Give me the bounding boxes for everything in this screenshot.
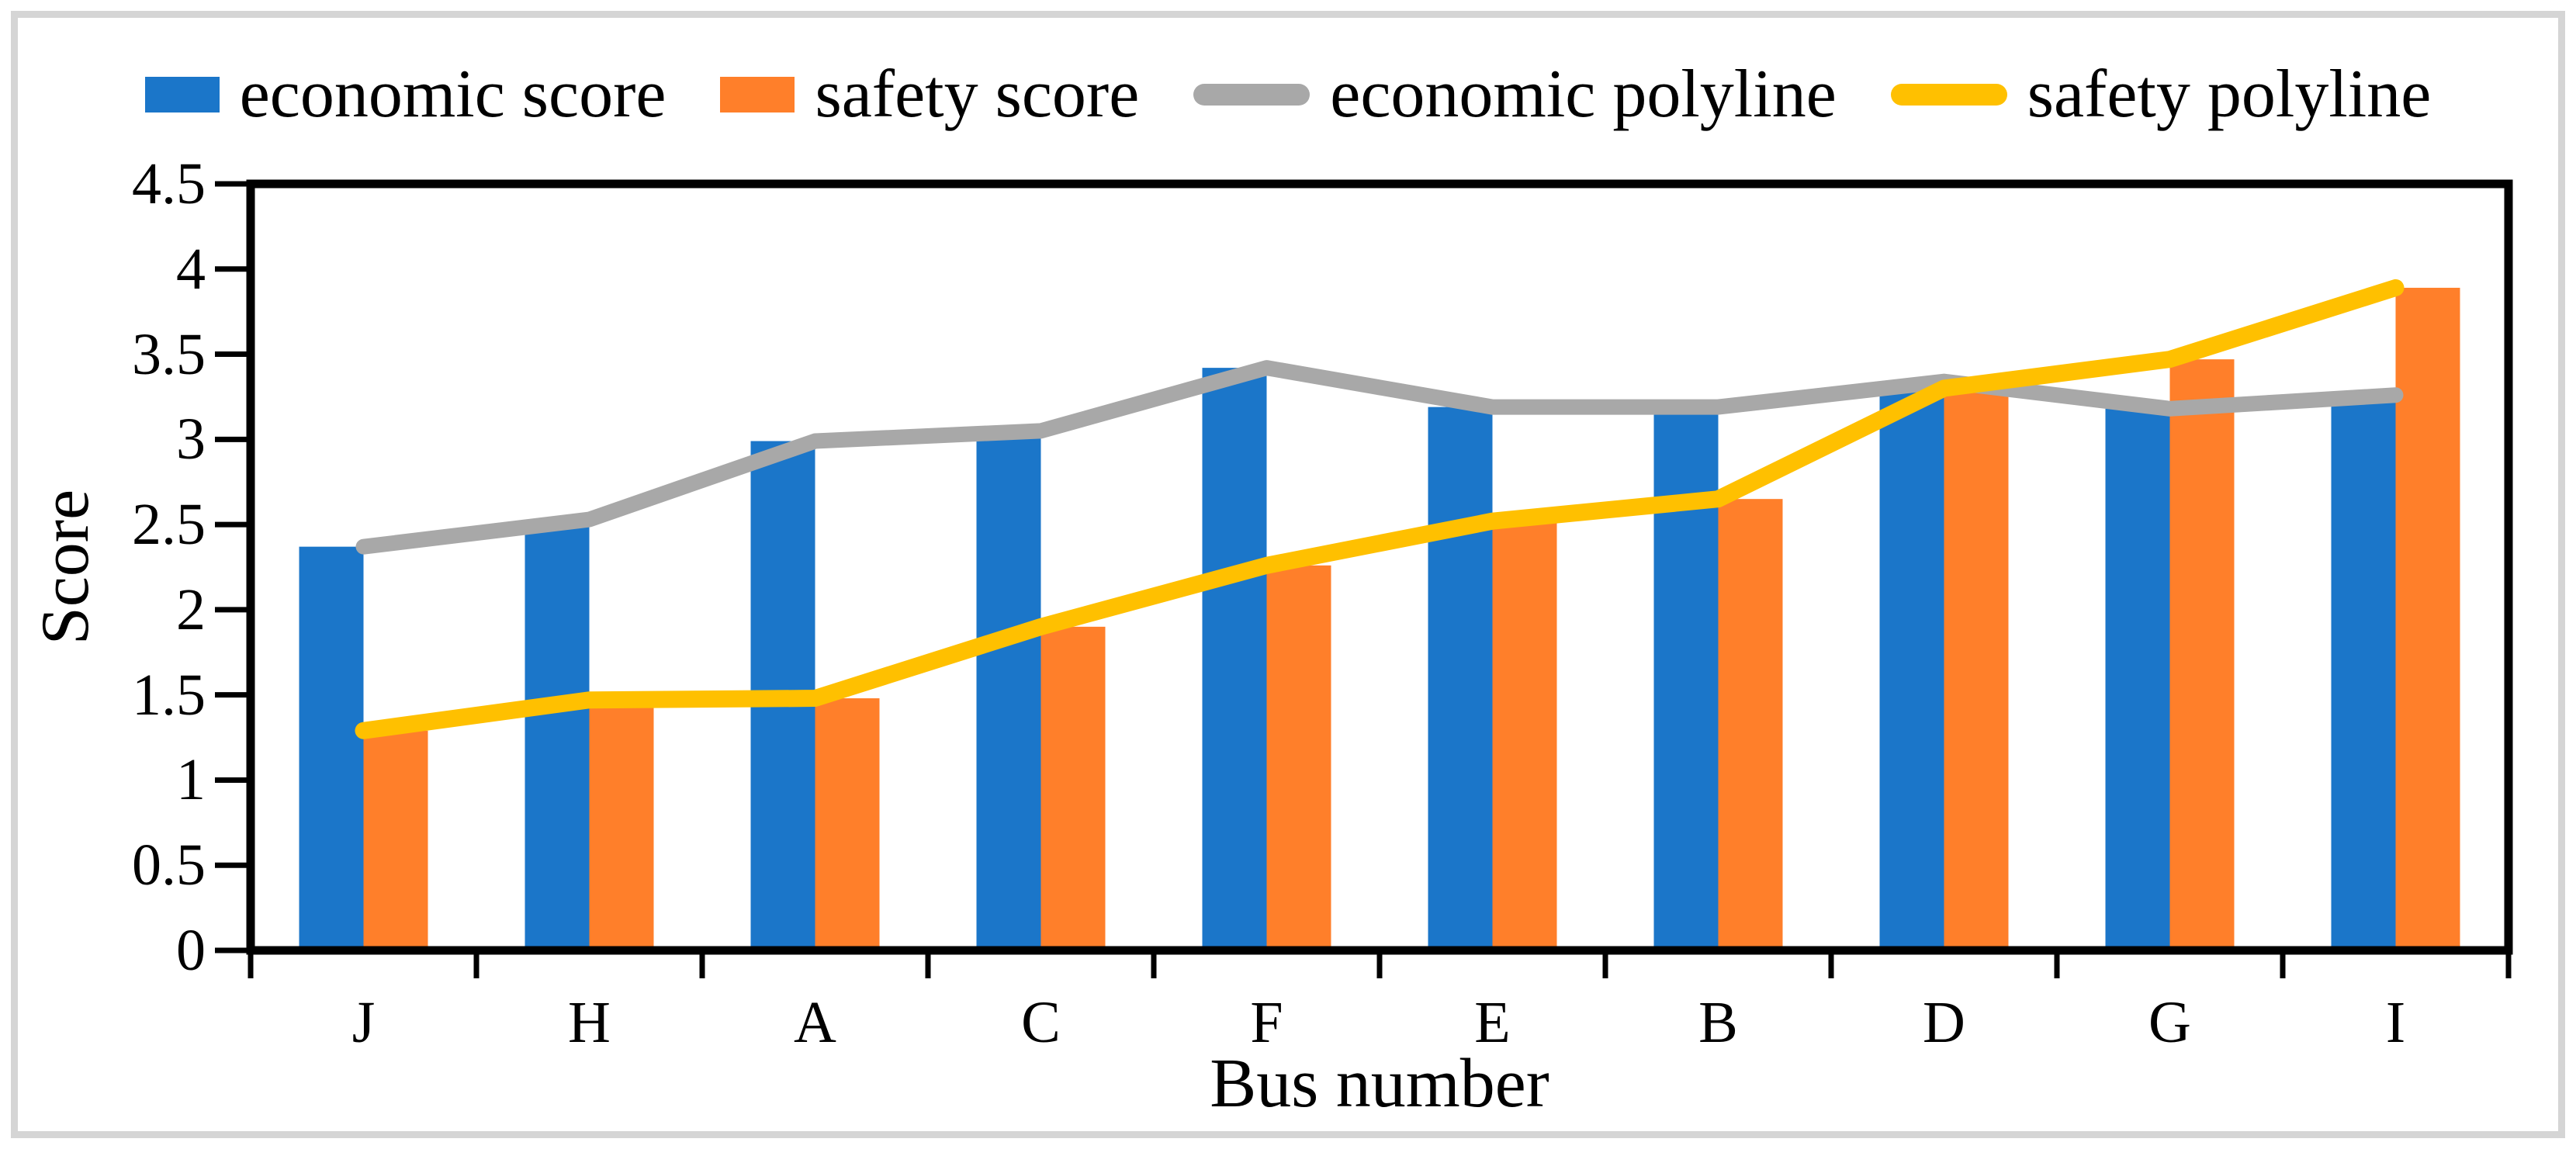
bar-economic-score-G [2105, 408, 2170, 950]
y-axis-title: Score [28, 489, 103, 645]
bar-safety-score-B [1718, 499, 1783, 950]
bar-safety-score-A [815, 698, 880, 950]
legend-label-economic-polyline: economic polyline [1330, 57, 1837, 132]
bar-economic-score-E [1428, 407, 1493, 950]
bar-safety-score-G [2169, 359, 2235, 950]
y-tick-label-4.5: 4.5 [132, 151, 206, 216]
x-tick-label-I: I [2385, 990, 2406, 1055]
y-tick-label-0.5: 0.5 [132, 832, 206, 898]
x-axis-title: Bus number [1210, 1045, 1549, 1122]
x-tick-label-J: J [351, 990, 376, 1055]
bar-safety-score-D [1944, 388, 2009, 950]
x-tick-label-E: E [1474, 990, 1511, 1055]
x-tick-label-A: A [794, 990, 836, 1055]
legend-swatch-safety-polyline [1890, 84, 2007, 106]
x-tick-label-G: G [2148, 990, 2191, 1055]
legend-swatch-safety-score [720, 77, 795, 112]
bar-economic-score-B [1653, 407, 1719, 950]
bar-safety-score-H [589, 700, 654, 950]
x-tick-label-D: D [1923, 990, 1965, 1055]
y-tick-label-4: 4 [176, 236, 206, 302]
y-tick-label-0: 0 [176, 918, 206, 983]
y-tick-label-3.5: 3.5 [132, 321, 206, 387]
y-tick-label-2: 2 [176, 576, 206, 642]
bar-economic-score-J [299, 546, 364, 950]
legend-label-economic-score: economic score [239, 57, 667, 132]
legend-item-economic-score: economic score [144, 57, 667, 132]
safety-polyline [355, 279, 2405, 739]
y-tick-label-1.5: 1.5 [132, 662, 206, 728]
bar-safety-score-E [1492, 521, 1557, 950]
legend-item-safety-polyline: safety polyline [1890, 57, 2432, 132]
legend-item-safety-score: safety score [720, 61, 1139, 129]
chart-legend: economic score safety score economic polyl… [0, 61, 2576, 129]
legend-item-economic-polyline: economic polyline [1193, 57, 1837, 132]
x-tick-label-C: C [1021, 990, 1061, 1055]
bar-safety-score-J [363, 730, 428, 950]
y-tick-label-2.5: 2.5 [132, 492, 206, 558]
economic-polyline [355, 360, 2404, 555]
bar-economic-score-I [2331, 395, 2396, 950]
legend-swatch-economic-polyline [1193, 84, 1311, 106]
bar-economic-score-F [1202, 368, 1267, 950]
bar-safety-score-C [1040, 626, 1106, 950]
x-tick-label-F: F [1250, 990, 1283, 1055]
legend-label-safety-score: safety score [815, 57, 1140, 132]
y-tick-label-1: 1 [176, 747, 206, 813]
bar-economic-score-C [976, 431, 1041, 950]
bar-economic-score-H [525, 519, 590, 950]
y-tick-label-3: 3 [176, 407, 206, 472]
bar-safety-score-I [2395, 287, 2460, 950]
legend-swatch-economic-score [144, 77, 220, 112]
x-tick-label-B: B [1698, 990, 1738, 1055]
x-tick-label-H: H [568, 990, 611, 1055]
legend-label-safety-polyline: safety polyline [2027, 57, 2432, 132]
bar-safety-score-F [1266, 565, 1331, 950]
bar-economic-score-D [1879, 381, 1944, 950]
